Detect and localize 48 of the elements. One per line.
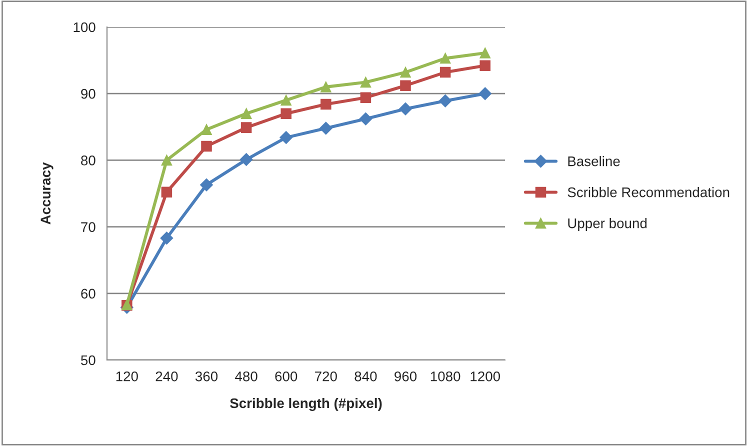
x-tick-label: 1200	[470, 371, 500, 382]
point	[319, 122, 332, 135]
point	[240, 153, 253, 166]
point	[280, 131, 293, 144]
point	[320, 82, 332, 92]
legend-label: Baseline	[568, 156, 620, 166]
y-axis-title: Accuracy	[40, 162, 54, 224]
point	[280, 94, 292, 106]
legend-label: Scribble Recommendation	[568, 187, 730, 198]
point	[240, 122, 252, 133]
x-axis-title: Scribble length (#pixel)	[230, 398, 382, 411]
x-tick-label: 360	[195, 371, 218, 382]
point	[440, 66, 451, 78]
x-tick-label: 480	[235, 371, 258, 382]
x-tick-label: 120	[116, 371, 138, 382]
point	[201, 124, 212, 135]
legend-label: Upper bound	[568, 218, 647, 231]
point	[360, 92, 372, 103]
x-tick-label: 960	[394, 371, 417, 382]
point	[161, 186, 172, 198]
point	[200, 178, 213, 192]
y-tick-label: 50	[80, 355, 96, 366]
point	[201, 140, 212, 152]
x-tick-label: 240	[156, 371, 178, 382]
point	[438, 94, 452, 108]
point	[480, 48, 490, 58]
point	[440, 52, 451, 64]
point	[240, 108, 252, 119]
point	[359, 112, 372, 126]
y-tick-label: 80	[81, 156, 96, 166]
y-tick-label: 70	[81, 222, 96, 232]
point	[320, 98, 332, 110]
point	[400, 80, 411, 91]
y-tick-label: 60	[81, 288, 96, 299]
point	[280, 108, 292, 119]
x-tick-label: 840	[354, 371, 377, 382]
point	[480, 60, 490, 72]
point	[360, 76, 372, 88]
point	[399, 102, 412, 116]
point	[160, 232, 174, 245]
y-tick-label: 90	[81, 88, 96, 99]
point	[478, 87, 492, 100]
y-tick-label: 100	[74, 22, 96, 32]
x-tick-label: 600	[275, 371, 298, 382]
point	[400, 66, 411, 78]
x-tick-label: 1080	[430, 371, 460, 382]
point	[161, 154, 172, 166]
x-tick-label: 720	[315, 371, 337, 382]
